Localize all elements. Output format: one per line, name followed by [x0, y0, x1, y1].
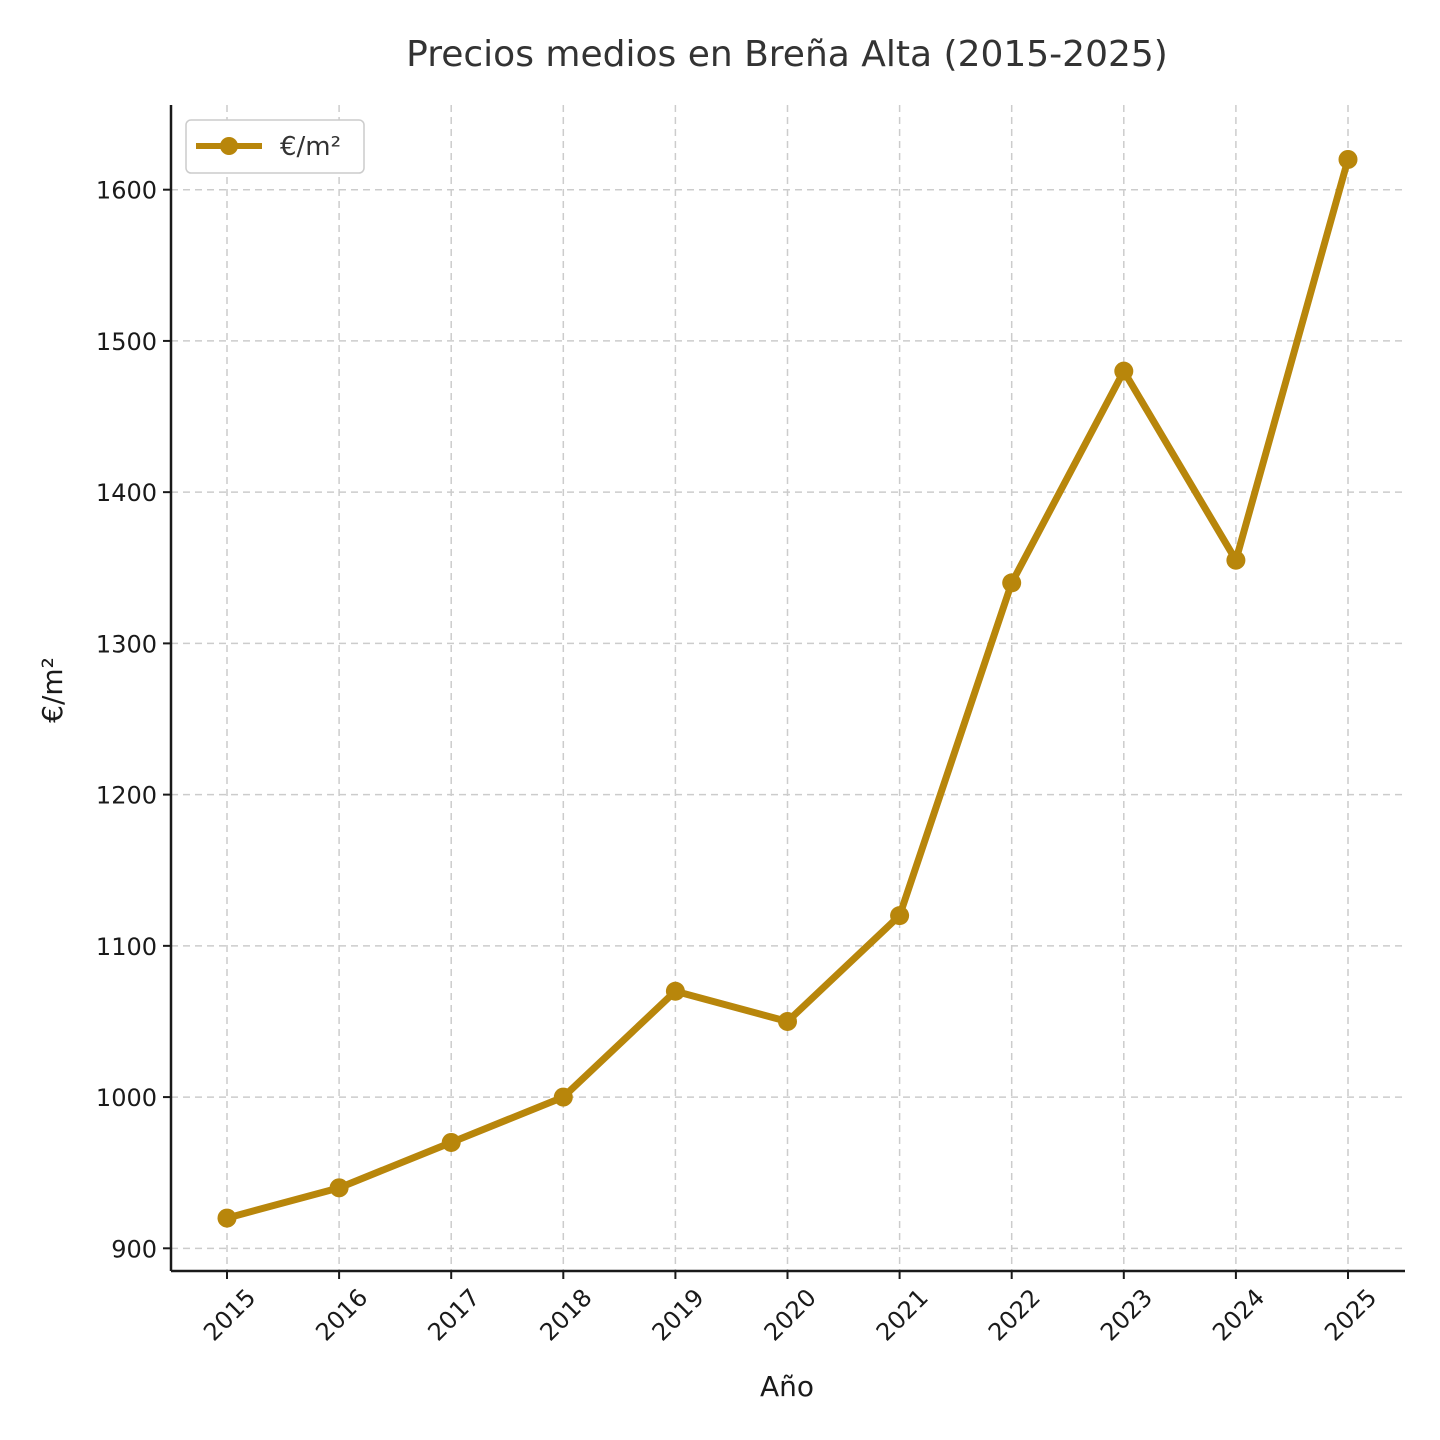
ticks: 2015 2016 2017 2018 2019 2020 2021 2022 2023 2024…: [96, 177, 1382, 1347]
y-tick-label: 1500: [96, 328, 157, 356]
y-tick-label: 1000: [96, 1084, 157, 1112]
x-tick-label: 2019: [647, 1283, 710, 1346]
legend-label: €/m²: [280, 132, 341, 162]
y-tick-label: 1100: [96, 933, 157, 961]
data-point: [217, 1208, 237, 1228]
y-tick-label: 1200: [96, 782, 157, 810]
x-axis-label: Año: [760, 1370, 814, 1403]
data-point: [329, 1178, 349, 1198]
x-tick-label: 2017: [422, 1283, 485, 1346]
x-tick-label: 2021: [871, 1283, 934, 1346]
x-tick-label: 2023: [1095, 1283, 1158, 1346]
data-point: [1226, 550, 1246, 570]
x-tick-label: 2020: [759, 1283, 822, 1346]
series: [217, 149, 1358, 1228]
y-tick-label: 1300: [96, 630, 157, 658]
data-point: [553, 1087, 573, 1107]
x-tick-label: 2018: [535, 1283, 598, 1346]
grid: [171, 105, 1405, 1271]
data-point: [441, 1132, 461, 1152]
x-tick-label: 2022: [983, 1283, 1046, 1346]
data-point: [1002, 573, 1022, 593]
y-tick-label: 900: [111, 1235, 157, 1263]
y-axis-label: €/m²: [36, 657, 69, 723]
legend: €/m²: [185, 119, 365, 174]
data-point: [1114, 361, 1134, 381]
x-tick-label: 2025: [1319, 1283, 1382, 1346]
data-point: [778, 1011, 797, 1031]
x-tick-label: 2016: [310, 1283, 373, 1346]
data-point: [665, 981, 685, 1001]
y-tick-label: 1600: [96, 177, 157, 205]
x-tick-label: 2015: [198, 1283, 261, 1346]
y-tick-label: 1400: [96, 479, 157, 507]
legend-swatch-marker: [220, 137, 238, 155]
legend-box: [185, 119, 365, 174]
x-tick-label: 2024: [1207, 1283, 1270, 1346]
chart-title: Precios medios en Breña Alta (2015-2025): [406, 34, 1168, 75]
data-point: [890, 906, 910, 926]
data-point: [1338, 149, 1358, 169]
